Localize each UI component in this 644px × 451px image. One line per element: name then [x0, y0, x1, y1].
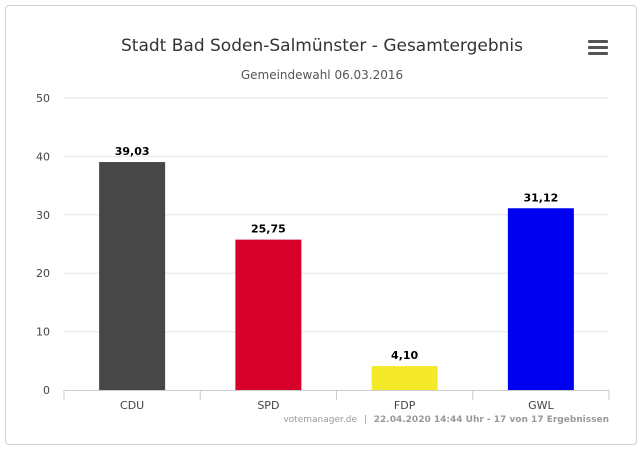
- x-tick-label: GWL: [528, 399, 554, 412]
- hamburger-menu-icon[interactable]: [588, 40, 608, 56]
- y-tick-label: 20: [36, 267, 50, 280]
- data-label: 4,10: [391, 349, 418, 362]
- y-axis: 0 10 20 30 40 50: [36, 92, 50, 397]
- data-label: 25,75: [251, 223, 286, 236]
- credits[interactable]: votemanager.de | 22.04.2020 14:44 Uhr - …: [283, 415, 609, 425]
- credits-site[interactable]: votemanager.de: [283, 415, 357, 425]
- data-label: 31,12: [523, 191, 558, 204]
- bar-spd[interactable]: [235, 239, 302, 390]
- x-tick-label: FDP: [394, 399, 416, 412]
- x-axis: CDU SPD FDP GWL: [63, 390, 610, 412]
- y-tick-label: 40: [36, 150, 50, 163]
- chart-subtitle: Gemeindewahl 06.03.2016: [241, 68, 403, 82]
- bar-gwl[interactable]: [507, 208, 574, 390]
- bars: 39,03 25,75 4,10 31,12: [99, 145, 574, 390]
- y-tick-label: 30: [36, 209, 50, 222]
- x-tick-label: SPD: [257, 399, 279, 412]
- data-label: 39,03: [115, 145, 150, 158]
- y-tick-label: 50: [36, 92, 50, 105]
- bar-cdu[interactable]: [99, 162, 166, 390]
- credits-timestamp: 22.04.2020 14:44 Uhr - 17 von 17 Ergebni…: [374, 415, 609, 425]
- x-tick-label: CDU: [120, 399, 144, 412]
- y-tick-label: 0: [43, 384, 50, 397]
- bar-fdp[interactable]: [371, 366, 438, 390]
- credits-separator: |: [364, 415, 367, 425]
- y-tick-label: 10: [36, 326, 50, 339]
- chart-title: Stadt Bad Soden-Salmünster - Gesamtergeb…: [121, 36, 523, 56]
